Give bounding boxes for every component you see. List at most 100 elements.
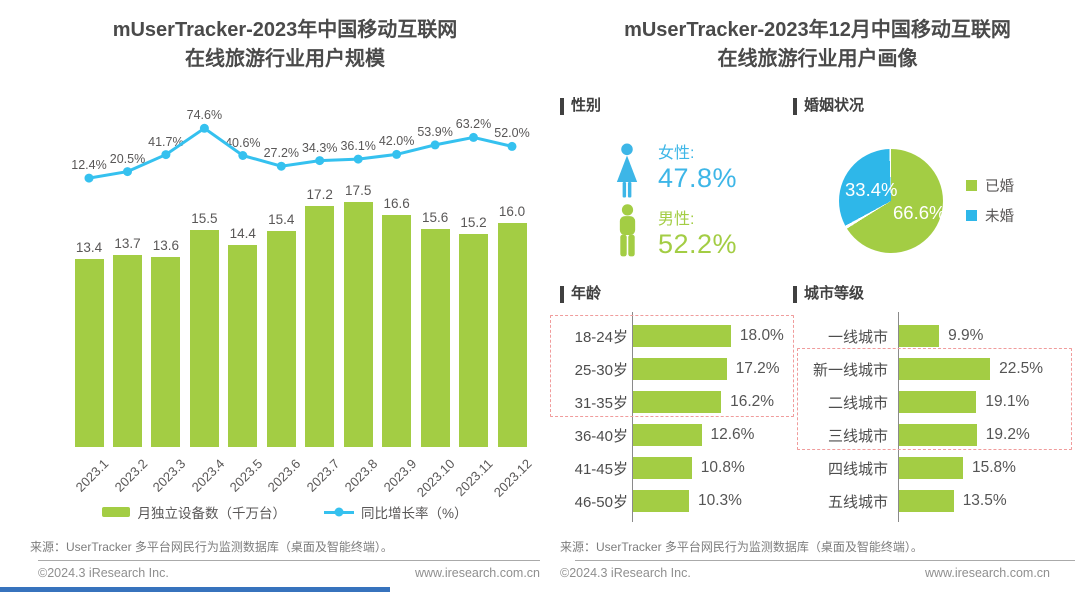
device-bar-value: 16.0 [498,204,526,219]
legend-bar-series: 月独立设备数（千万台） [102,502,286,522]
row-value: 9.9% [948,327,984,344]
section-header-marital: 婚姻状况 [793,97,864,115]
right-panel: mUserTracker-2023年12月中国移动互联网 在线旅游行业用户画像 性… [550,0,1075,592]
row-bar [633,424,702,446]
device-bar-value: 13.6 [152,237,180,253]
growth-point-value: 63.2% [455,117,492,132]
row-bar [633,391,722,413]
device-bar-value: 15.6 [421,209,449,225]
marital-pie-chart [839,149,943,253]
left-footer-row: ©2024.3 iResearch Inc. www.iresearch.com… [38,566,540,580]
device-bar [382,214,412,447]
left-title-line1: mUserTracker-2023年中国移动互联网 [112,19,458,41]
unmarried-label: 未婚 [985,209,1014,225]
age-bar-chart: 18-24岁 18.0% 25-30岁 17.2% 31-35岁 16.2% 36-40岁 1… [550,312,842,525]
row-bar [899,490,954,512]
axis-line [632,312,633,522]
left-footer-divider [38,560,540,561]
user-scale-combo-chart: 13.4 12.4% 2023.1 13.7 20.5% 2023.2 13.6 41.7% 2… [35,90,535,500]
left-website: www.iresearch.com.cn [414,566,540,580]
device-bar [343,202,373,447]
growth-point-value: 12.4% [71,158,107,173]
female-stat: 女性: 47.8% [658,139,737,194]
growth-rate-line [84,123,517,183]
right-footer-row: ©2024.3 iResearch Inc. www.iresearch.com… [560,566,1050,580]
row-bar [899,391,977,413]
growth-point-value: 27.2% [263,146,300,161]
row-label: 41-45岁 [574,461,628,478]
row-value: 17.2% [735,360,780,377]
row-label: 36-40岁 [574,428,628,445]
right-title-line2: 在线旅游行业用户画像 [717,48,918,70]
row-value: 15.8% [972,459,1016,476]
row-bar [633,358,727,380]
left-panel: mUserTracker-2023年中国移动互联网 在线旅游行业用户规模 13.4… [30,0,540,592]
row-value: 18.0% [739,327,784,344]
device-bar-value: 15.4 [268,212,295,228]
legend-line-series: 同比增长率（%） [323,502,468,522]
bar-row: 25-30岁 17.2% [560,353,842,386]
female-value: 47.8% [658,163,738,193]
growth-point-value: 42.0% [378,134,415,149]
pie-legend-unmarried: 未婚 [966,205,1014,226]
device-bar-value: 16.6 [383,195,410,211]
device-bar-value: 17.5 [345,183,372,198]
x-axis-label: 2023.10 [413,456,458,500]
bar-row: 三线城市 19.2% [793,419,1075,452]
line-series-swatch [323,507,354,517]
row-label: 五线城市 [827,494,888,511]
growth-point-value: 34.3% [301,140,338,155]
row-label: 新一线城市 [812,362,888,379]
right-chart-title: mUserTracker-2023年12月中国移动互联网 在线旅游行业用户画像 [560,16,1075,74]
right-footer-divider [575,560,1075,561]
section-header-gender: 性别 [560,97,601,115]
row-value: 10.8% [700,459,745,476]
bar-row: 31-35岁 16.2% [560,386,842,419]
highlight-box [797,348,1072,450]
bar-row: 五线城市 13.5% [793,485,1075,518]
device-bar [189,230,219,447]
x-axis-label: 2023.12 [490,456,535,500]
device-bar [228,245,258,447]
device-bar-value: 13.7 [114,236,141,252]
row-value: 16.2% [730,393,775,410]
row-value: 19.2% [985,426,1030,443]
bar-row: 41-45岁 10.8% [560,452,842,485]
male-label: 男性: [658,211,695,228]
x-axis-label: 2023.11 [452,456,497,500]
growth-point-value: 36.1% [340,139,376,154]
row-label: 46-50岁 [574,494,628,511]
pie-label-married: 66.6% [893,202,946,223]
growth-point-value: 74.6% [186,108,223,123]
axis-line [898,312,899,522]
row-label: 一线城市 [827,329,888,346]
device-bar [74,259,104,447]
device-bar [420,228,450,447]
female-label: 女性: [658,145,695,162]
bar-row: 46-50岁 10.3% [560,485,842,518]
left-source-note: 来源：UserTracker 多平台网民行为监测数据库（桌面及智能终端）。 [30,540,393,554]
right-title-line1: mUserTracker-2023年12月中国移动互联网 [624,19,1011,41]
device-bar [151,256,181,447]
female-icon [612,142,642,205]
row-label: 18-24岁 [574,329,628,346]
bar-row: 二线城市 19.1% [793,386,1075,419]
row-value: 13.5% [962,492,1007,509]
row-label: 四线城市 [827,461,888,478]
device-bar-value: 15.2 [460,215,487,231]
row-label: 31-35岁 [574,395,628,412]
row-bar [633,325,731,347]
row-value: 19.1% [985,393,1030,410]
row-bar [633,457,692,479]
bar-series-label: 月独立设备数（千万台） [137,506,286,521]
row-bar [899,325,940,347]
growth-point-value: 41.7% [148,134,184,149]
right-website: www.iresearch.com.cn [924,566,1050,580]
device-bar [459,234,488,447]
row-label: 二线城市 [827,395,888,412]
row-bar [899,358,991,380]
line-series-dot [334,507,344,517]
left-copyright: ©2024.3 iResearch Inc. [38,566,169,580]
married-swatch [966,180,977,191]
